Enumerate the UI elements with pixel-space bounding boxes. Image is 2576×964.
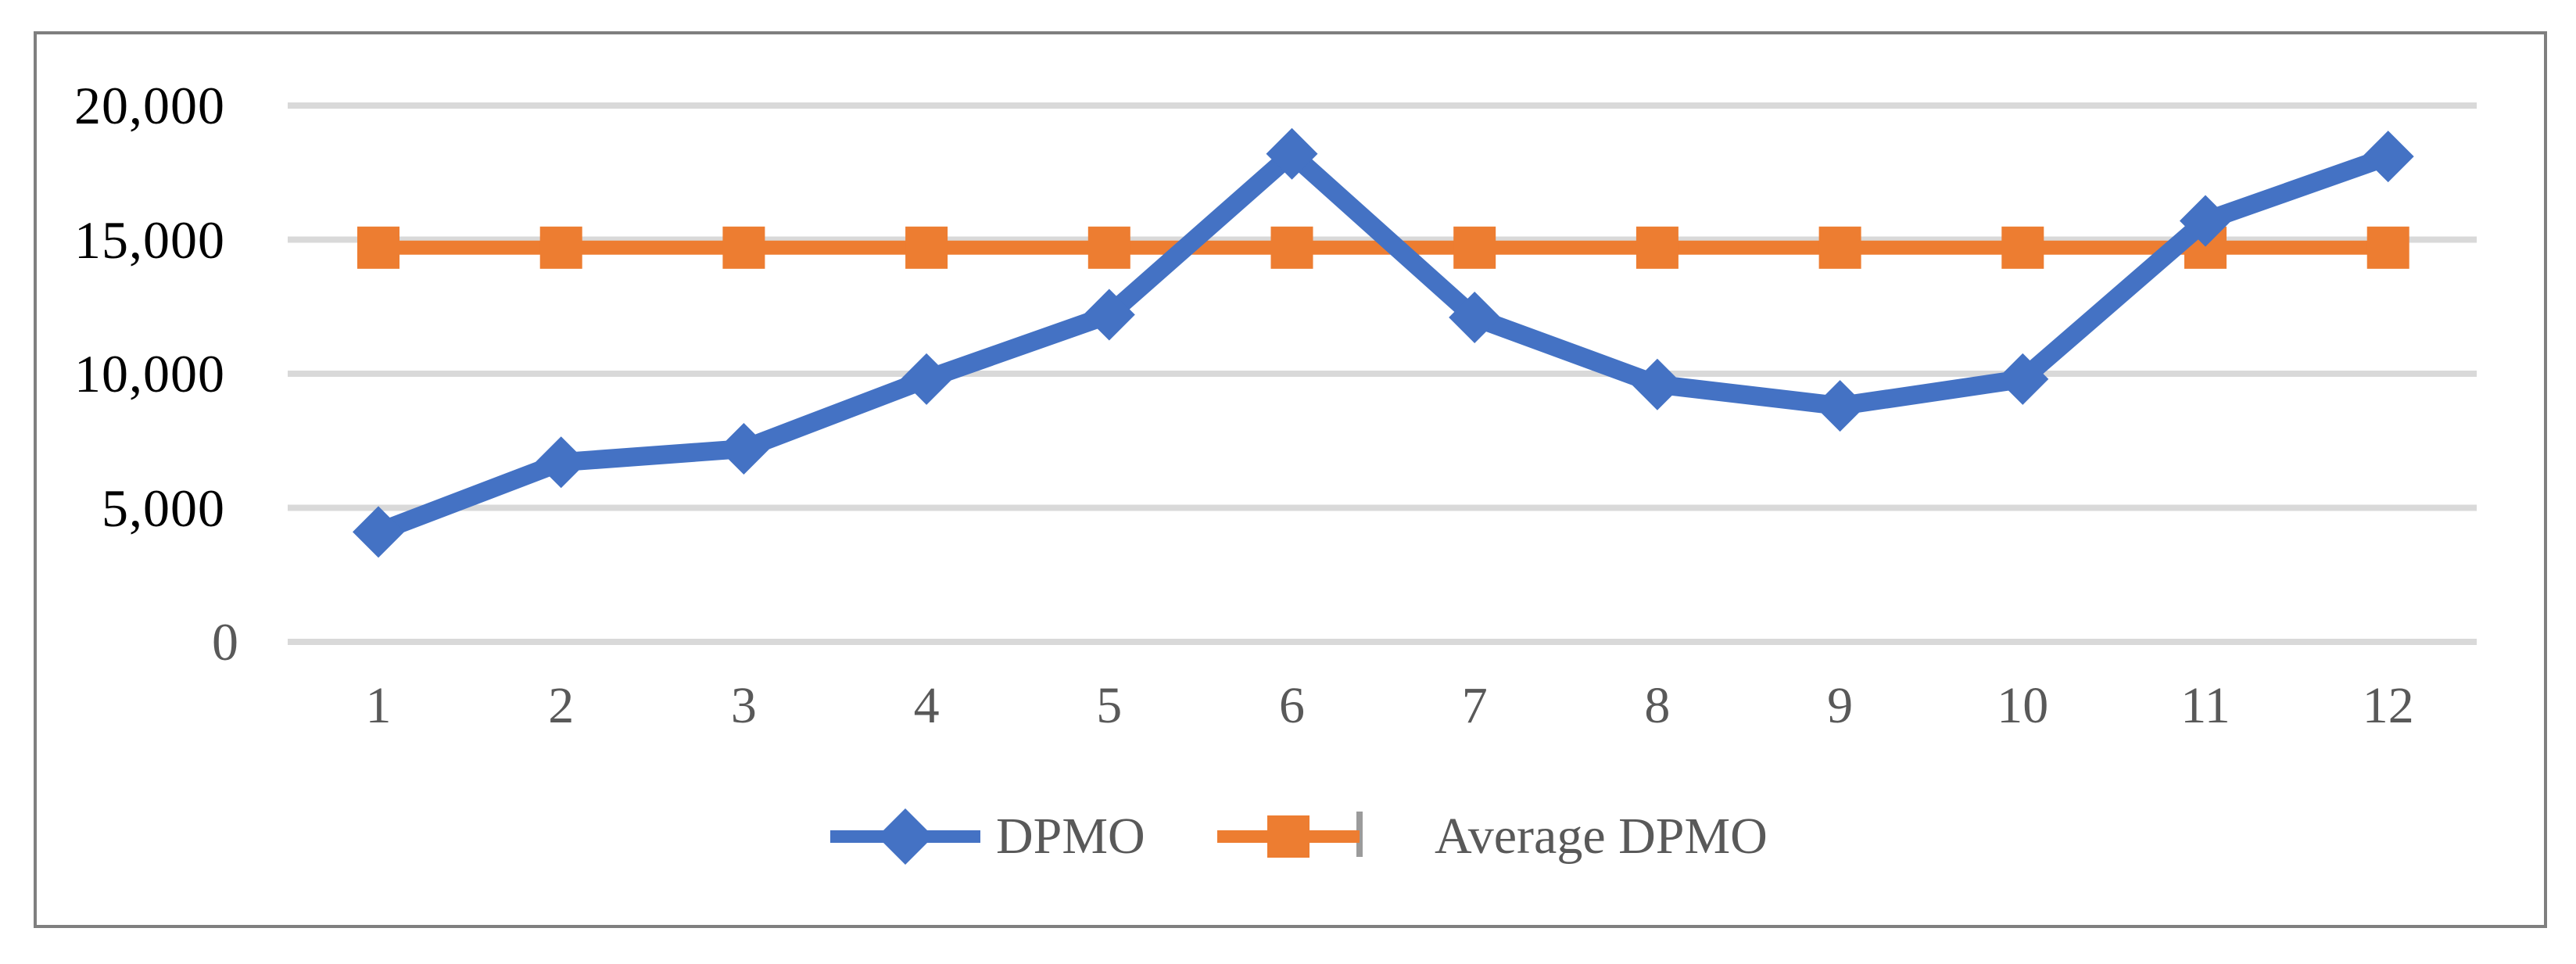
average-dpmo-marker-10 bbox=[2001, 226, 2044, 269]
legend-item-average-dpmo: Average DPMO bbox=[1214, 790, 1768, 883]
x-axis-label-7: 7 bbox=[1461, 677, 1488, 734]
y-axis-label-15000: 15,000 bbox=[74, 210, 225, 270]
x-axis-label-9: 9 bbox=[1827, 677, 1854, 734]
dpmo-line bbox=[374, 144, 2391, 541]
dpmo-marker-3 bbox=[718, 423, 770, 475]
legend-item-dpmo: DPMO bbox=[827, 790, 1145, 883]
dpmo-legend-line-diamond-icon bbox=[830, 808, 980, 865]
average-dpmo-marker-4 bbox=[905, 226, 948, 269]
average-dpmo-marker-6 bbox=[1270, 226, 1313, 269]
dpmo-marker-11 bbox=[2180, 195, 2231, 247]
dpmo-marker-12 bbox=[2362, 131, 2414, 183]
dpmo-marker-2 bbox=[535, 436, 587, 489]
y-axis-label-20000: 20,000 bbox=[74, 76, 225, 135]
dpmo-marker-8 bbox=[1631, 358, 1683, 410]
x-axis-label-11: 11 bbox=[2180, 677, 2230, 734]
x-axis-label-10: 10 bbox=[1997, 677, 2049, 734]
y-axis-label-0: 0 bbox=[212, 612, 239, 672]
average-dpmo-marker-7 bbox=[1453, 226, 1496, 269]
average-dpmo-marker-5 bbox=[1087, 226, 1130, 269]
y-axis-label-10000: 10,000 bbox=[74, 344, 225, 403]
x-axis-label-8: 8 bbox=[1644, 677, 1671, 734]
legend-label-average-dpmo: Average DPMO bbox=[1435, 808, 1768, 865]
x-axis-label-4: 4 bbox=[913, 677, 940, 734]
x-axis-label-1: 1 bbox=[365, 677, 392, 734]
y-axis-label-5000: 5,000 bbox=[102, 478, 225, 538]
average-dpmo-legend-line-square-icon bbox=[1217, 815, 1360, 858]
dpmo-marker-10 bbox=[1997, 353, 2049, 405]
dpmo-marker-7 bbox=[1449, 291, 1501, 343]
average-dpmo-marker-8 bbox=[1636, 226, 1679, 269]
dpmo-marker-5 bbox=[1083, 288, 1135, 341]
legend-label-dpmo: DPMO bbox=[996, 808, 1145, 865]
dpmo-marker-1 bbox=[353, 506, 404, 558]
x-axis-label-2: 2 bbox=[548, 677, 575, 734]
dpmo-marker-9 bbox=[1814, 380, 1866, 432]
average-dpmo-marker-2 bbox=[539, 226, 582, 269]
average-dpmo-marker-9 bbox=[1818, 226, 1861, 269]
x-axis-label-6: 6 bbox=[1279, 677, 1305, 734]
x-axis-label-3: 3 bbox=[730, 677, 757, 734]
chart-frame-border bbox=[34, 31, 2547, 928]
dpmo-marker-4 bbox=[901, 353, 953, 405]
x-axis-label-12: 12 bbox=[2362, 677, 2414, 734]
dpmo-marker-6 bbox=[1266, 127, 1318, 180]
x-axis-label-5: 5 bbox=[1096, 677, 1123, 734]
average-dpmo-marker-1 bbox=[357, 226, 399, 269]
average-dpmo-marker-3 bbox=[722, 226, 765, 269]
average-dpmo-marker-12 bbox=[2366, 226, 2409, 269]
